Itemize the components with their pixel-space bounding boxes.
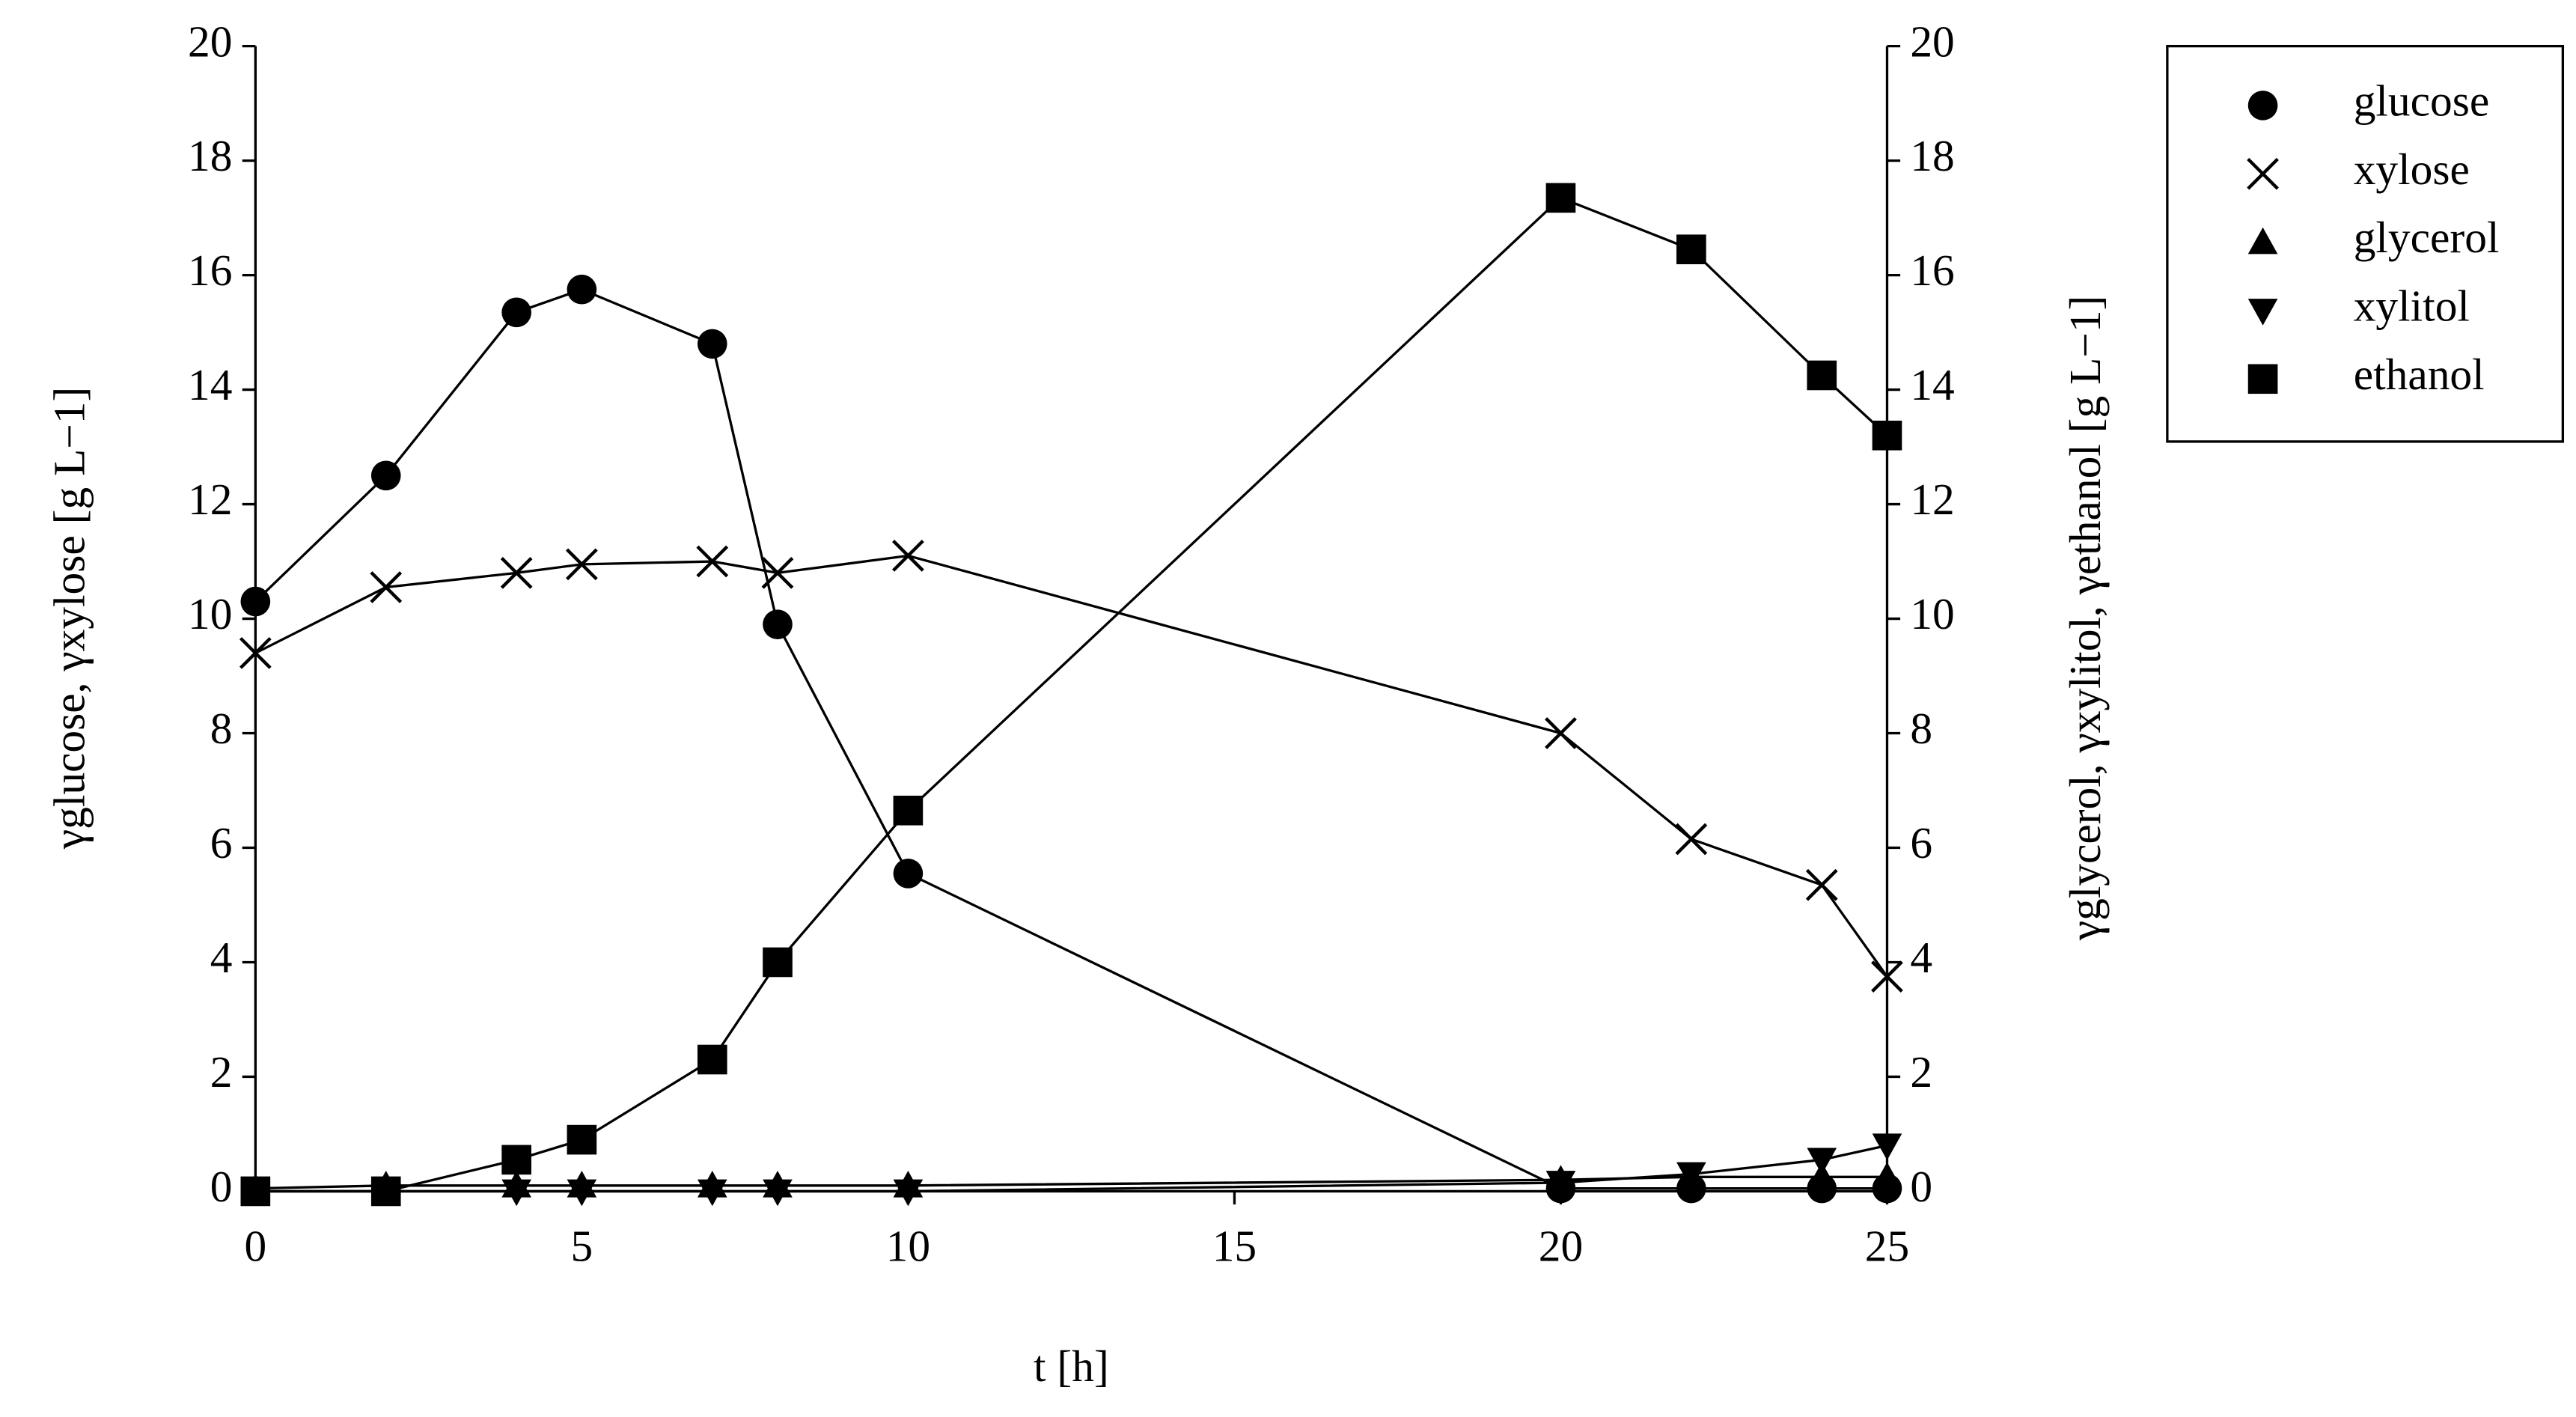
marker <box>240 586 271 617</box>
series-line <box>255 196 1888 1193</box>
x-tick-label: 25 <box>1865 1221 1909 1270</box>
marker <box>239 637 272 669</box>
marker <box>763 947 793 978</box>
legend-label: xylose <box>2354 144 2470 194</box>
marker <box>893 795 924 826</box>
y2-tick-label: 14 <box>1910 360 1954 409</box>
marker <box>893 859 924 889</box>
y2-axis-label: γglycerol, γxylitol, γethanol [g L−1] <box>2060 296 2110 942</box>
legend-marker <box>2247 364 2278 394</box>
legend-marker <box>2247 157 2279 190</box>
x-tick-label: 10 <box>886 1221 930 1270</box>
series-line <box>254 287 1887 1190</box>
y-tick-label: 0 <box>210 1162 233 1211</box>
y2-tick-label: 12 <box>1910 475 1954 524</box>
marker <box>370 1176 401 1207</box>
legend-label: glucose <box>2354 76 2490 126</box>
y2-tick-label: 4 <box>1910 933 1932 982</box>
y2-tick-label: 20 <box>1910 16 1954 66</box>
y2-tick-label: 2 <box>1910 1047 1932 1097</box>
y-tick-label: 18 <box>188 131 232 180</box>
y-tick-label: 12 <box>188 475 232 524</box>
marker <box>1872 420 1902 451</box>
marker <box>697 329 727 359</box>
y2-tick-label: 10 <box>1910 589 1954 639</box>
x-tick-label: 15 <box>1212 1221 1257 1270</box>
x-tick-label: 20 <box>1539 1221 1583 1270</box>
y-tick-label: 4 <box>210 933 233 982</box>
marker <box>567 1124 597 1155</box>
y2-tick-label: 0 <box>1910 1162 1932 1211</box>
marker <box>501 297 531 328</box>
y-tick-label: 20 <box>188 16 232 66</box>
y-tick-label: 8 <box>210 704 233 753</box>
marker <box>567 1179 597 1207</box>
y-tick-label: 6 <box>210 818 233 868</box>
y-axis-label: γglucose, γxylose [g L−1] <box>45 387 94 850</box>
marker <box>697 1179 727 1207</box>
y-tick-label: 2 <box>210 1047 233 1097</box>
marker <box>1676 234 1706 264</box>
marker <box>697 1044 727 1075</box>
marker <box>1872 1162 1902 1189</box>
marker <box>1807 360 1837 391</box>
legend-label: xylitol <box>2354 281 2470 331</box>
marker <box>1871 960 1903 993</box>
marker <box>893 1179 924 1207</box>
y-tick-label: 14 <box>188 360 232 409</box>
marker <box>1675 823 1708 856</box>
x-tick-label: 5 <box>571 1221 593 1270</box>
marker <box>892 540 924 572</box>
marker <box>1872 1133 1902 1161</box>
marker <box>370 460 401 491</box>
marker <box>1807 1162 1837 1189</box>
marker <box>565 548 598 581</box>
marker <box>1807 1148 1837 1175</box>
x-axis-label: t [h] <box>1034 1341 1109 1391</box>
legend-marker <box>2247 227 2278 255</box>
axis-frame <box>254 46 1889 1193</box>
series-line <box>254 554 1888 978</box>
marker <box>1545 183 1576 213</box>
series-line <box>255 1175 1887 1190</box>
legend-box <box>2166 44 2565 443</box>
x-tick-label: 0 <box>244 1221 266 1270</box>
legend-marker <box>2247 91 2278 121</box>
marker <box>763 609 793 639</box>
marker <box>1676 1162 1706 1189</box>
marker <box>1545 1171 1576 1198</box>
marker <box>696 545 729 578</box>
marker <box>370 571 403 603</box>
y2-tick-label: 6 <box>1910 818 1932 868</box>
marker <box>240 1176 271 1207</box>
y2-tick-label: 8 <box>1910 704 1932 753</box>
marker <box>763 1179 793 1207</box>
y-tick-label: 16 <box>188 246 232 295</box>
marker <box>761 556 794 589</box>
marker <box>501 1145 531 1175</box>
y2-tick-label: 16 <box>1910 246 1954 295</box>
marker <box>1545 717 1577 749</box>
y2-tick-label: 18 <box>1910 131 1954 180</box>
marker <box>567 274 597 305</box>
marker <box>500 556 533 589</box>
legend-label: glycerol <box>2354 213 2500 262</box>
marker <box>501 1179 531 1207</box>
legend-label: ethanol <box>2354 350 2485 399</box>
legend-marker <box>2247 299 2278 326</box>
y-tick-label: 10 <box>188 589 232 639</box>
marker <box>1805 868 1838 901</box>
